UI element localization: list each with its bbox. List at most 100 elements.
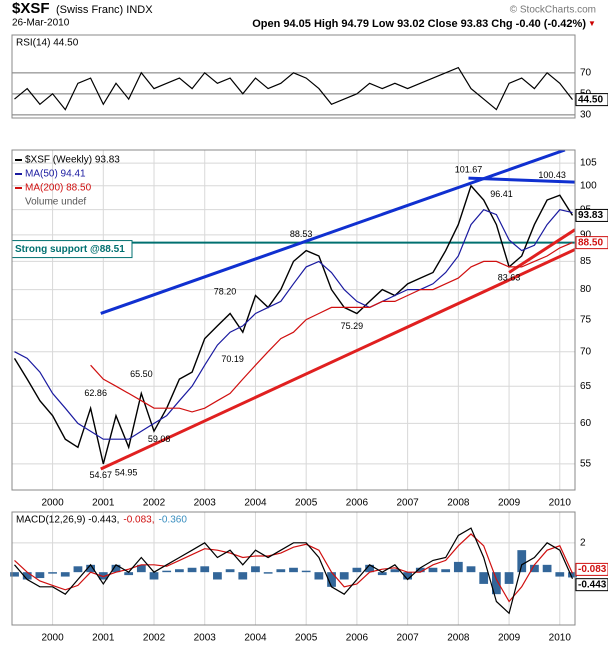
legend-entry: $XSF (Weekly) 93.83 [25,155,120,166]
price-annotation: 100.43 [538,170,566,180]
histogram-bar [35,572,45,579]
change-arrow: ▼ [588,19,596,28]
last-value-label: -0.443 [578,579,607,590]
histogram-bar [441,569,451,573]
legend-part: -0.083, [123,515,154,526]
last-value-box [575,93,608,107]
x-tick-label: 2001 [92,633,115,644]
y-tick-label: 85 [580,256,592,267]
histogram-bar [301,570,311,573]
y-tick-label: 60 [580,418,592,429]
price-annotation: 88.53 [290,229,313,239]
histogram-bar [466,566,476,573]
histogram-bar [428,567,438,573]
price-annotation: 65.50 [130,369,153,379]
y-tick-label: 80 [580,284,592,295]
histogram-bar [22,572,32,580]
x-tick-label: 2006 [346,633,369,644]
histogram-bar [60,572,70,577]
x-tick-label: 2000 [41,498,64,509]
y-tick-label: 55 [580,459,592,470]
price-annotation: 101.67 [455,164,483,174]
histogram-bar [98,572,108,580]
panel-frame [11,511,576,626]
last-value-box [575,578,608,592]
last-value-box [575,208,608,222]
histogram-bar [415,567,425,573]
last-value-box [575,562,608,576]
histogram-bar [73,566,83,573]
x-tick-label: 2007 [396,498,419,509]
x-tick-label: 2008 [447,633,470,644]
histogram-bar [390,569,400,573]
instrument-name: (Swiss Franc) INDX [56,4,153,16]
histogram-bar [492,572,501,595]
histogram-bar [327,572,336,587]
x-tick-label: 2004 [244,498,267,509]
price-annotation: 83.63 [498,272,521,282]
quote: Open 94.05 High 94.79 Low 93.02 Close 93… [252,18,586,30]
legend-entry: MA(200) 88.50 [25,183,92,194]
histogram-bar [111,564,121,573]
series-line [14,533,574,603]
histogram-bar [213,572,222,580]
y-tick-label: 70 [580,67,592,78]
legend-extra: Volume undef [25,197,86,208]
histogram-bar [289,567,298,573]
histogram-bar [517,550,527,573]
trendline [100,248,575,471]
histogram-bar [162,570,172,573]
x-tick-label: 2002 [143,633,166,644]
x-tick-label: 2010 [549,633,572,644]
x-tick-label: 2001 [92,498,115,509]
histogram-bar [555,572,565,577]
histogram-bar [568,572,577,578]
series-line [14,527,574,615]
histogram-bar [10,572,19,577]
y-tick-label: 105 [580,158,597,169]
x-tick-label: 2010 [549,498,572,509]
histogram-bar [225,569,235,573]
y-tick-label: 65 [580,381,592,392]
histogram-bar [530,564,539,573]
price-annotation: 75.29 [341,321,364,331]
histogram-bar [542,564,552,573]
legend-entry: MA(50) 94.41 [25,169,86,180]
histogram-bar [251,566,260,573]
histogram-bar [86,564,95,573]
x-tick-label: 2005 [295,498,318,509]
x-tick-label: 2008 [447,498,470,509]
histogram-bar [276,569,286,573]
x-tick-label: 2005 [295,633,318,644]
histogram-bar [238,572,248,580]
price-annotation: 70.19 [221,354,244,364]
y-tick-label: 30 [580,109,592,120]
last-value-label: -0.083 [578,564,607,575]
legend-part: -0.360 [159,515,188,526]
price-annotation: 54.95 [115,468,138,478]
histogram-bar [453,561,463,573]
panel-frame [11,149,576,491]
x-tick-label: 2000 [41,633,64,644]
y-tick-label: 75 [580,314,592,325]
last-value-label: 93.83 [578,210,603,221]
series-line [14,208,573,440]
y-tick-label: 100 [580,180,597,191]
histogram-bar [263,572,273,574]
x-tick-label: 2007 [396,633,419,644]
symbol: $XSF [12,0,50,17]
histogram-bar [365,564,374,573]
histogram-bar [187,567,197,573]
histogram-bar [124,572,134,576]
panel-title: RSI(14) 44.50 [16,38,79,49]
trendline [468,176,575,184]
histogram-bar [403,572,413,580]
date: 26-Mar-2010 [12,18,70,29]
source: © StockCharts.com [510,5,596,16]
price-annotation: 78.20 [214,287,237,297]
histogram-bar [200,566,210,573]
histogram-bar [48,572,57,574]
panel-frame [11,34,576,119]
histogram-bar [352,567,362,573]
